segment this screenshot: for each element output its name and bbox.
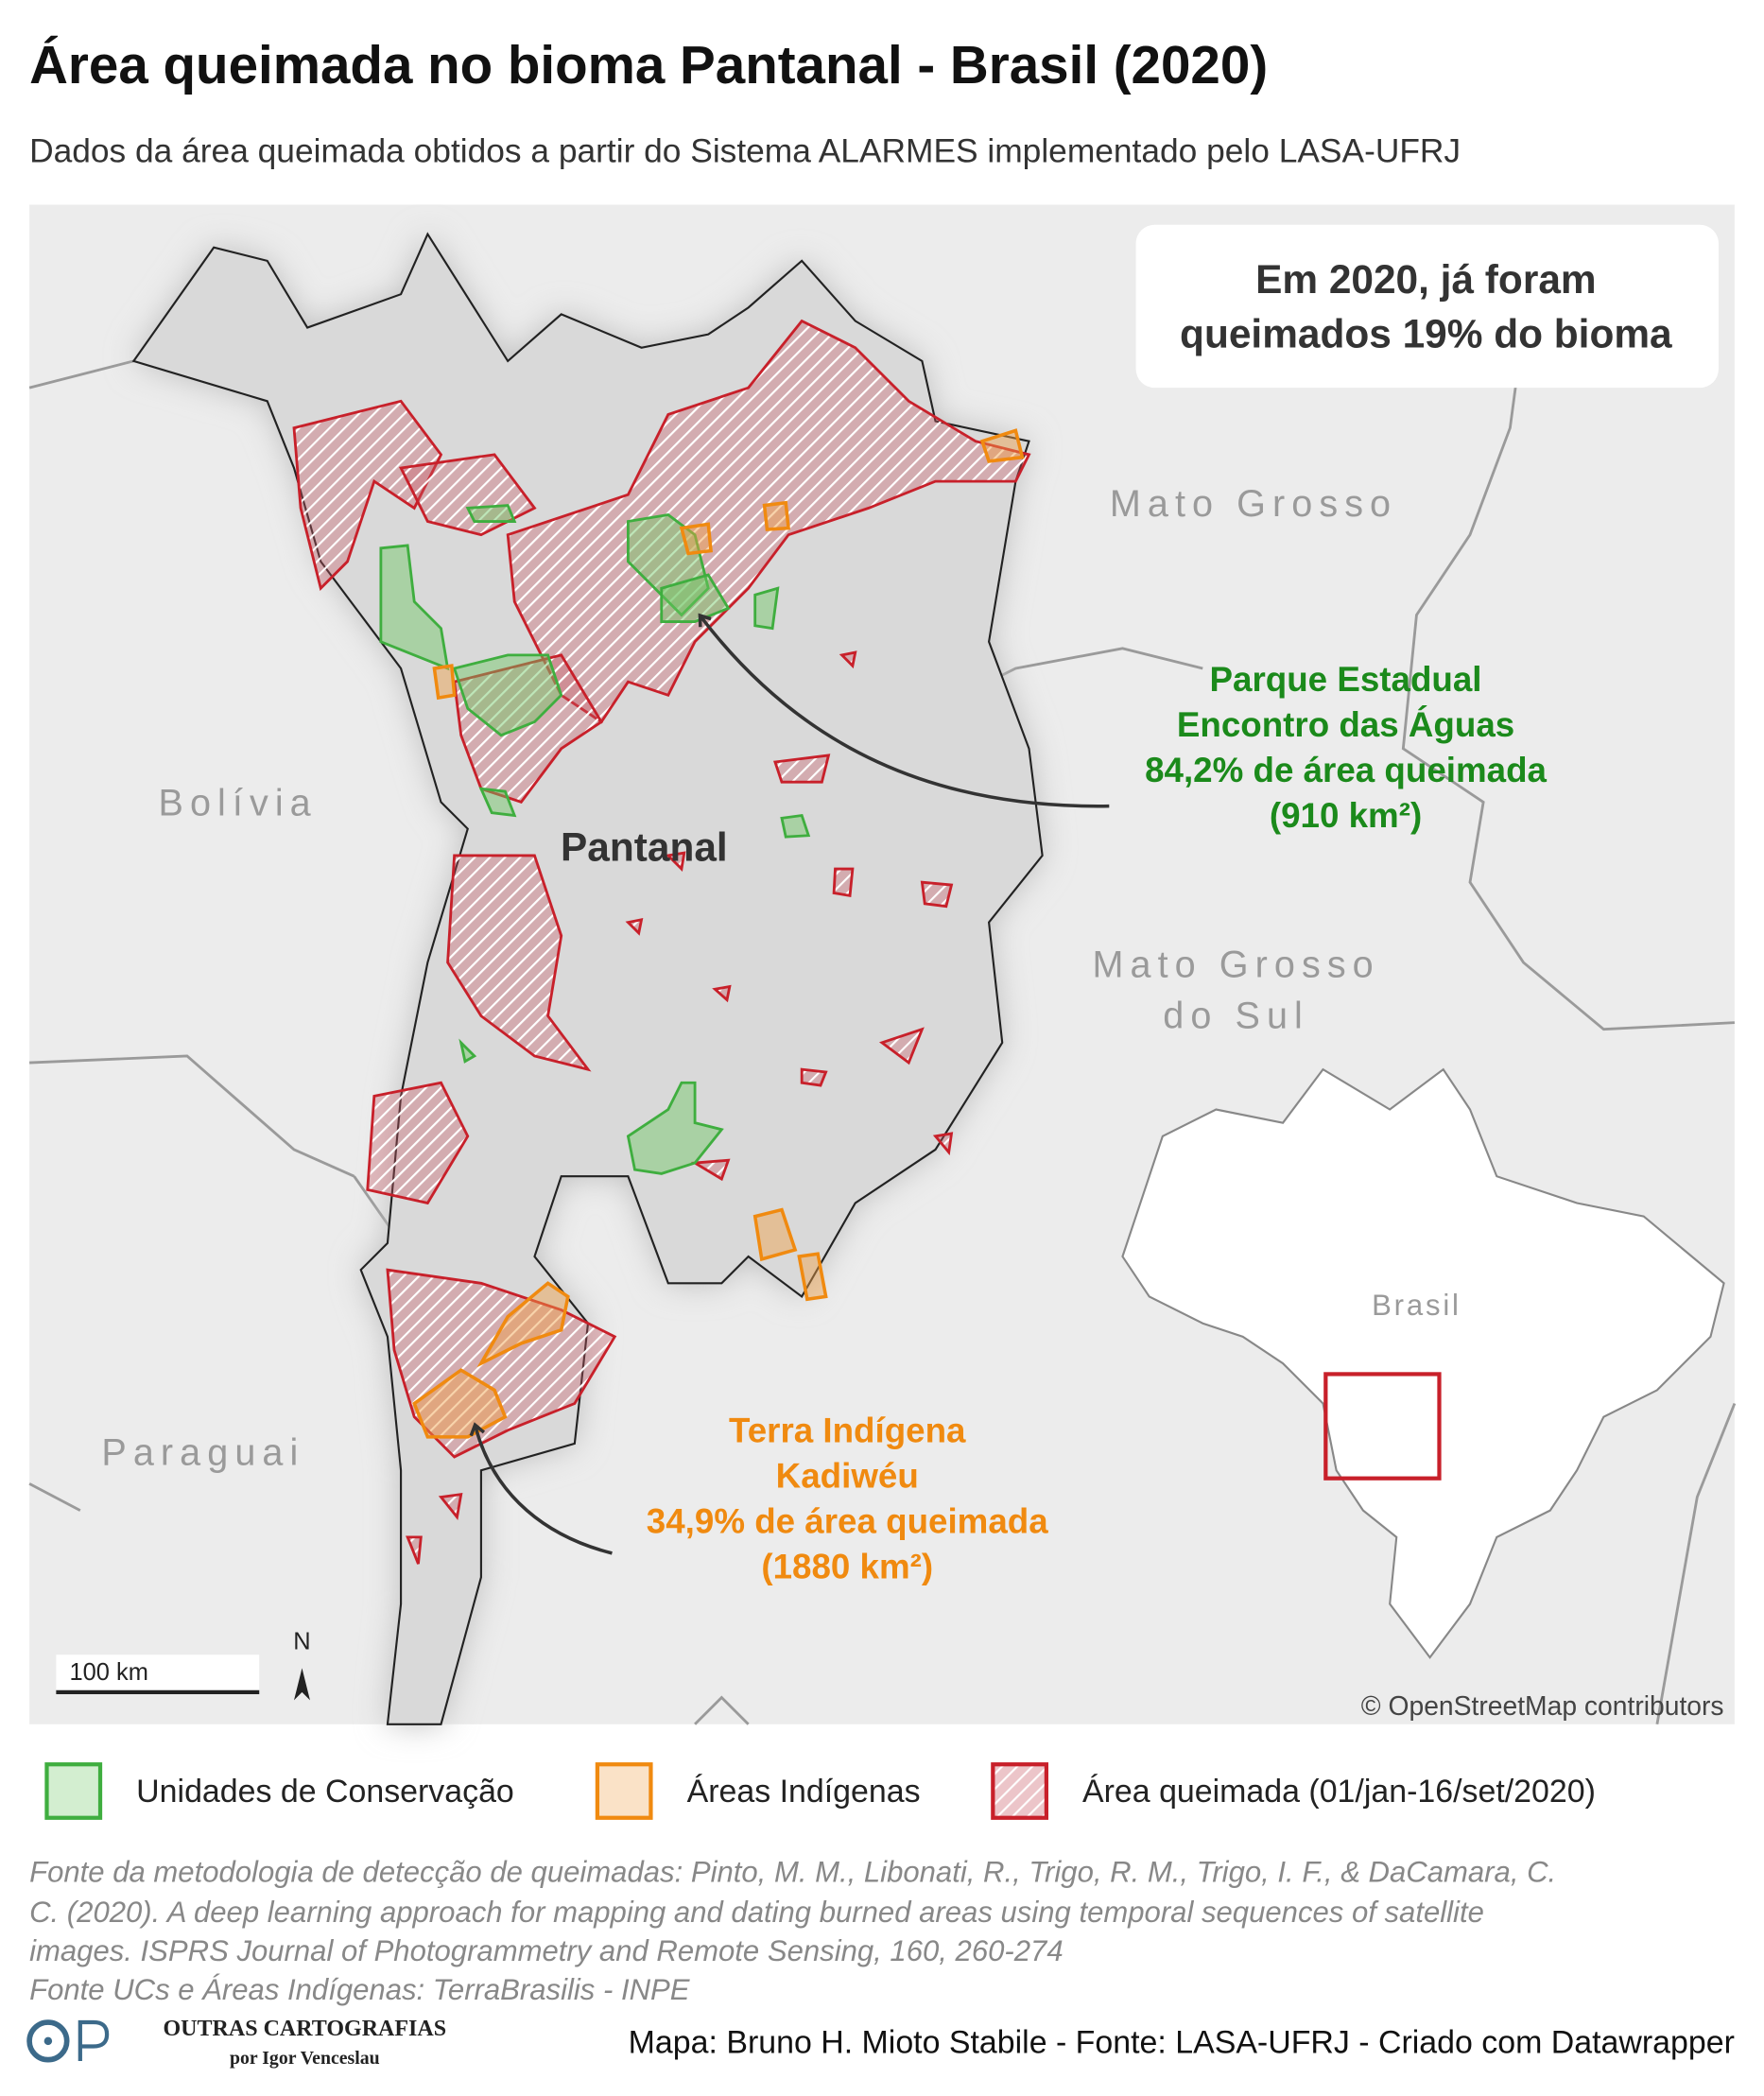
legend: Unidades de Conservação Áreas Indígenas …	[44, 1762, 1596, 1820]
label-pantanal: Pantanal	[561, 825, 728, 870]
annotation-ti: 34,9% de área queimada	[647, 1502, 1048, 1541]
subtitle: Dados da área queimada obtidos a partir …	[29, 132, 1461, 169]
callout-line: Em 2020, já foram	[1255, 257, 1597, 302]
annotation-park: Parque Estadual	[1210, 660, 1482, 699]
indigenous-areas	[412, 428, 1025, 1439]
annotation-park: Encontro das Águas	[1177, 705, 1514, 744]
source-line: C. (2020). A deep learning approach for …	[29, 1896, 1484, 1929]
label-mato-grosso: Mato Grosso	[1110, 483, 1397, 525]
brazil-inset: Brasil	[1121, 1067, 1725, 1659]
logo-title: OUTRAS CARTOGRAFIAS	[163, 2017, 446, 2041]
map: Brasil Mato Grosso Mato Grosso do Sul Bo…	[28, 204, 1737, 1725]
legend-label: Unidades de Conservação	[136, 1774, 514, 1810]
scale-label: 100 km	[70, 1659, 148, 1686]
label-brasil: Brasil	[1372, 1289, 1461, 1322]
annotation-park: 84,2% de área queimada	[1145, 751, 1547, 789]
annotation-ti: (1880 km²)	[761, 1548, 933, 1586]
legend-label: Áreas Indígenas	[687, 1774, 921, 1810]
annotation-arrow	[476, 1428, 613, 1555]
inset-extent	[1323, 1372, 1442, 1481]
north-arrow	[294, 1668, 310, 1701]
label-ms-1: Mato Grosso	[1092, 944, 1379, 986]
annotation-park: (910 km²)	[1270, 796, 1422, 835]
title: Área queimada no bioma Pantanal - Brasil…	[29, 35, 1268, 95]
annotation-ti: Terra Indígena	[729, 1412, 966, 1450]
annotation-arrow	[701, 617, 1110, 808]
logo: OUTRAS CARTOGRAFIAS por Igor Venceslau	[26, 2017, 446, 2069]
source-line: Fonte da metodologia de detecção de quei…	[29, 1856, 1556, 1889]
scale-background	[56, 1654, 260, 1692]
annotation-ti: Kadiwéu	[776, 1457, 919, 1496]
conservation-units	[379, 504, 811, 1175]
logo-subtitle: por Igor Venceslau	[230, 2048, 380, 2069]
source-line: Fonte UCs e Áreas Indígenas: TerraBrasil…	[29, 1973, 691, 2006]
label-paraguai: Paraguai	[101, 1432, 304, 1474]
source-line: images. ISPRS Journal of Photogrammetry …	[29, 1934, 1064, 1967]
label-bolivia: Bolívia	[158, 783, 317, 824]
burned-areas	[292, 319, 1031, 1565]
attribution: © OpenStreetMap contributors	[1361, 1690, 1724, 1721]
label-ms-2: do Sul	[1163, 995, 1309, 1036]
north-label: N	[293, 1629, 310, 1655]
legend-label: Área queimada (01/jan-16/set/2020)	[1082, 1774, 1596, 1810]
callout-box	[1135, 224, 1719, 389]
callout-line: queimados 19% do bioma	[1180, 312, 1672, 356]
credit: Mapa: Bruno H. Mioto Stabile - Fonte: LA…	[629, 2025, 1735, 2061]
